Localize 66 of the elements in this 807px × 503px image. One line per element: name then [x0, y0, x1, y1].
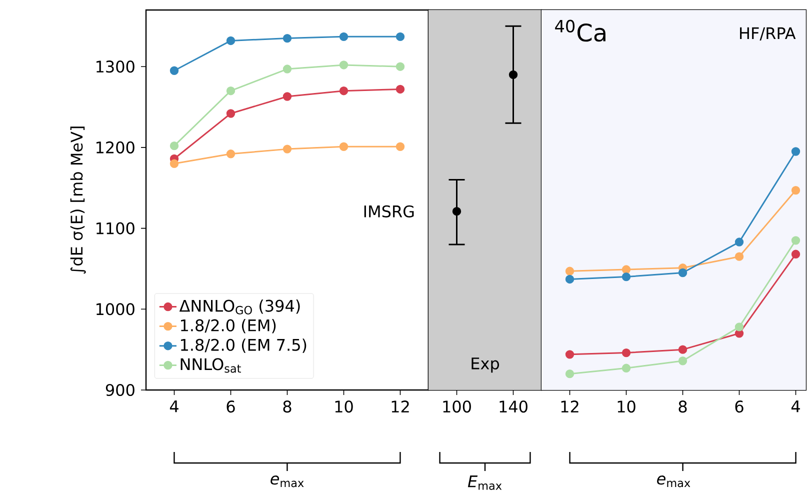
- x-axis-title: E$_{max}$: [468, 475, 502, 490]
- point: [339, 32, 348, 42]
- point: [396, 142, 405, 151]
- y-tick-label: 900: [106, 384, 134, 396]
- y-axis-title: ∫dE σ(E) [mb MeV]: [70, 126, 86, 274]
- legend-label: 1.8/2.0 (EM): [181, 319, 276, 334]
- point: [791, 250, 800, 259]
- point: [282, 92, 292, 101]
- x-tick-label: 140: [500, 400, 528, 413]
- point: [622, 364, 631, 373]
- point: [226, 109, 236, 118]
- x-tick-label: 12: [561, 400, 578, 412]
- point: [678, 356, 688, 366]
- x-tick-label: 100: [443, 400, 471, 413]
- annotation: HF/RPA: [740, 27, 796, 41]
- legend-label: ΔNNLO$_{GO}$ (394): [179, 299, 300, 314]
- point: [622, 272, 631, 282]
- point: [791, 186, 800, 195]
- point: [170, 159, 179, 168]
- point: [339, 142, 348, 151]
- x-tick-label: 8: [283, 400, 292, 413]
- legend-label: NNLO$_{sat}$: [180, 358, 241, 373]
- point: [226, 86, 236, 96]
- point: [339, 60, 348, 70]
- x-tick-label: 6: [226, 400, 235, 413]
- point: [622, 265, 631, 274]
- x-tick-label: 12: [392, 400, 409, 412]
- point: [791, 147, 800, 156]
- point: [282, 64, 292, 74]
- point: [734, 322, 744, 332]
- y-tick-label: 1200: [96, 141, 134, 154]
- point: [170, 66, 179, 75]
- point: [282, 144, 292, 154]
- annotation: IMSRG: [364, 205, 414, 218]
- point: [226, 36, 236, 46]
- x-tick-label: 8: [678, 400, 687, 413]
- legend-label: 1.8/2.0 (EM 7.5): [181, 338, 306, 353]
- point: [565, 274, 574, 284]
- x-tick-label: 10: [335, 400, 353, 413]
- point: [339, 86, 348, 96]
- point: [678, 345, 688, 354]
- x-tick-label: 4: [791, 400, 800, 412]
- point: [565, 266, 574, 276]
- point: [791, 236, 800, 245]
- y-tick-label: 1000: [96, 303, 134, 316]
- x-axis-title: e$_{max}$: [657, 475, 690, 488]
- annotation: $^{40}$Ca: [555, 20, 606, 42]
- x-tick-label: 10: [618, 400, 636, 413]
- point: [565, 350, 574, 359]
- point: [678, 268, 688, 278]
- x-tick-label: 6: [735, 400, 744, 413]
- point: [734, 238, 744, 246]
- point: [396, 32, 405, 42]
- annotation: Exp: [472, 358, 499, 373]
- point: [226, 150, 236, 158]
- x-tick-label: 4: [170, 400, 178, 412]
- point: [396, 62, 405, 71]
- point: [170, 141, 179, 150]
- point: [565, 369, 574, 378]
- point: [396, 84, 405, 94]
- y-tick-label: 1100: [96, 222, 134, 234]
- point: [622, 348, 631, 358]
- x-axis-title: e$_{max}$: [270, 475, 304, 488]
- y-tick-label: 1300: [96, 60, 134, 73]
- point: [282, 34, 292, 43]
- point: [734, 252, 744, 261]
